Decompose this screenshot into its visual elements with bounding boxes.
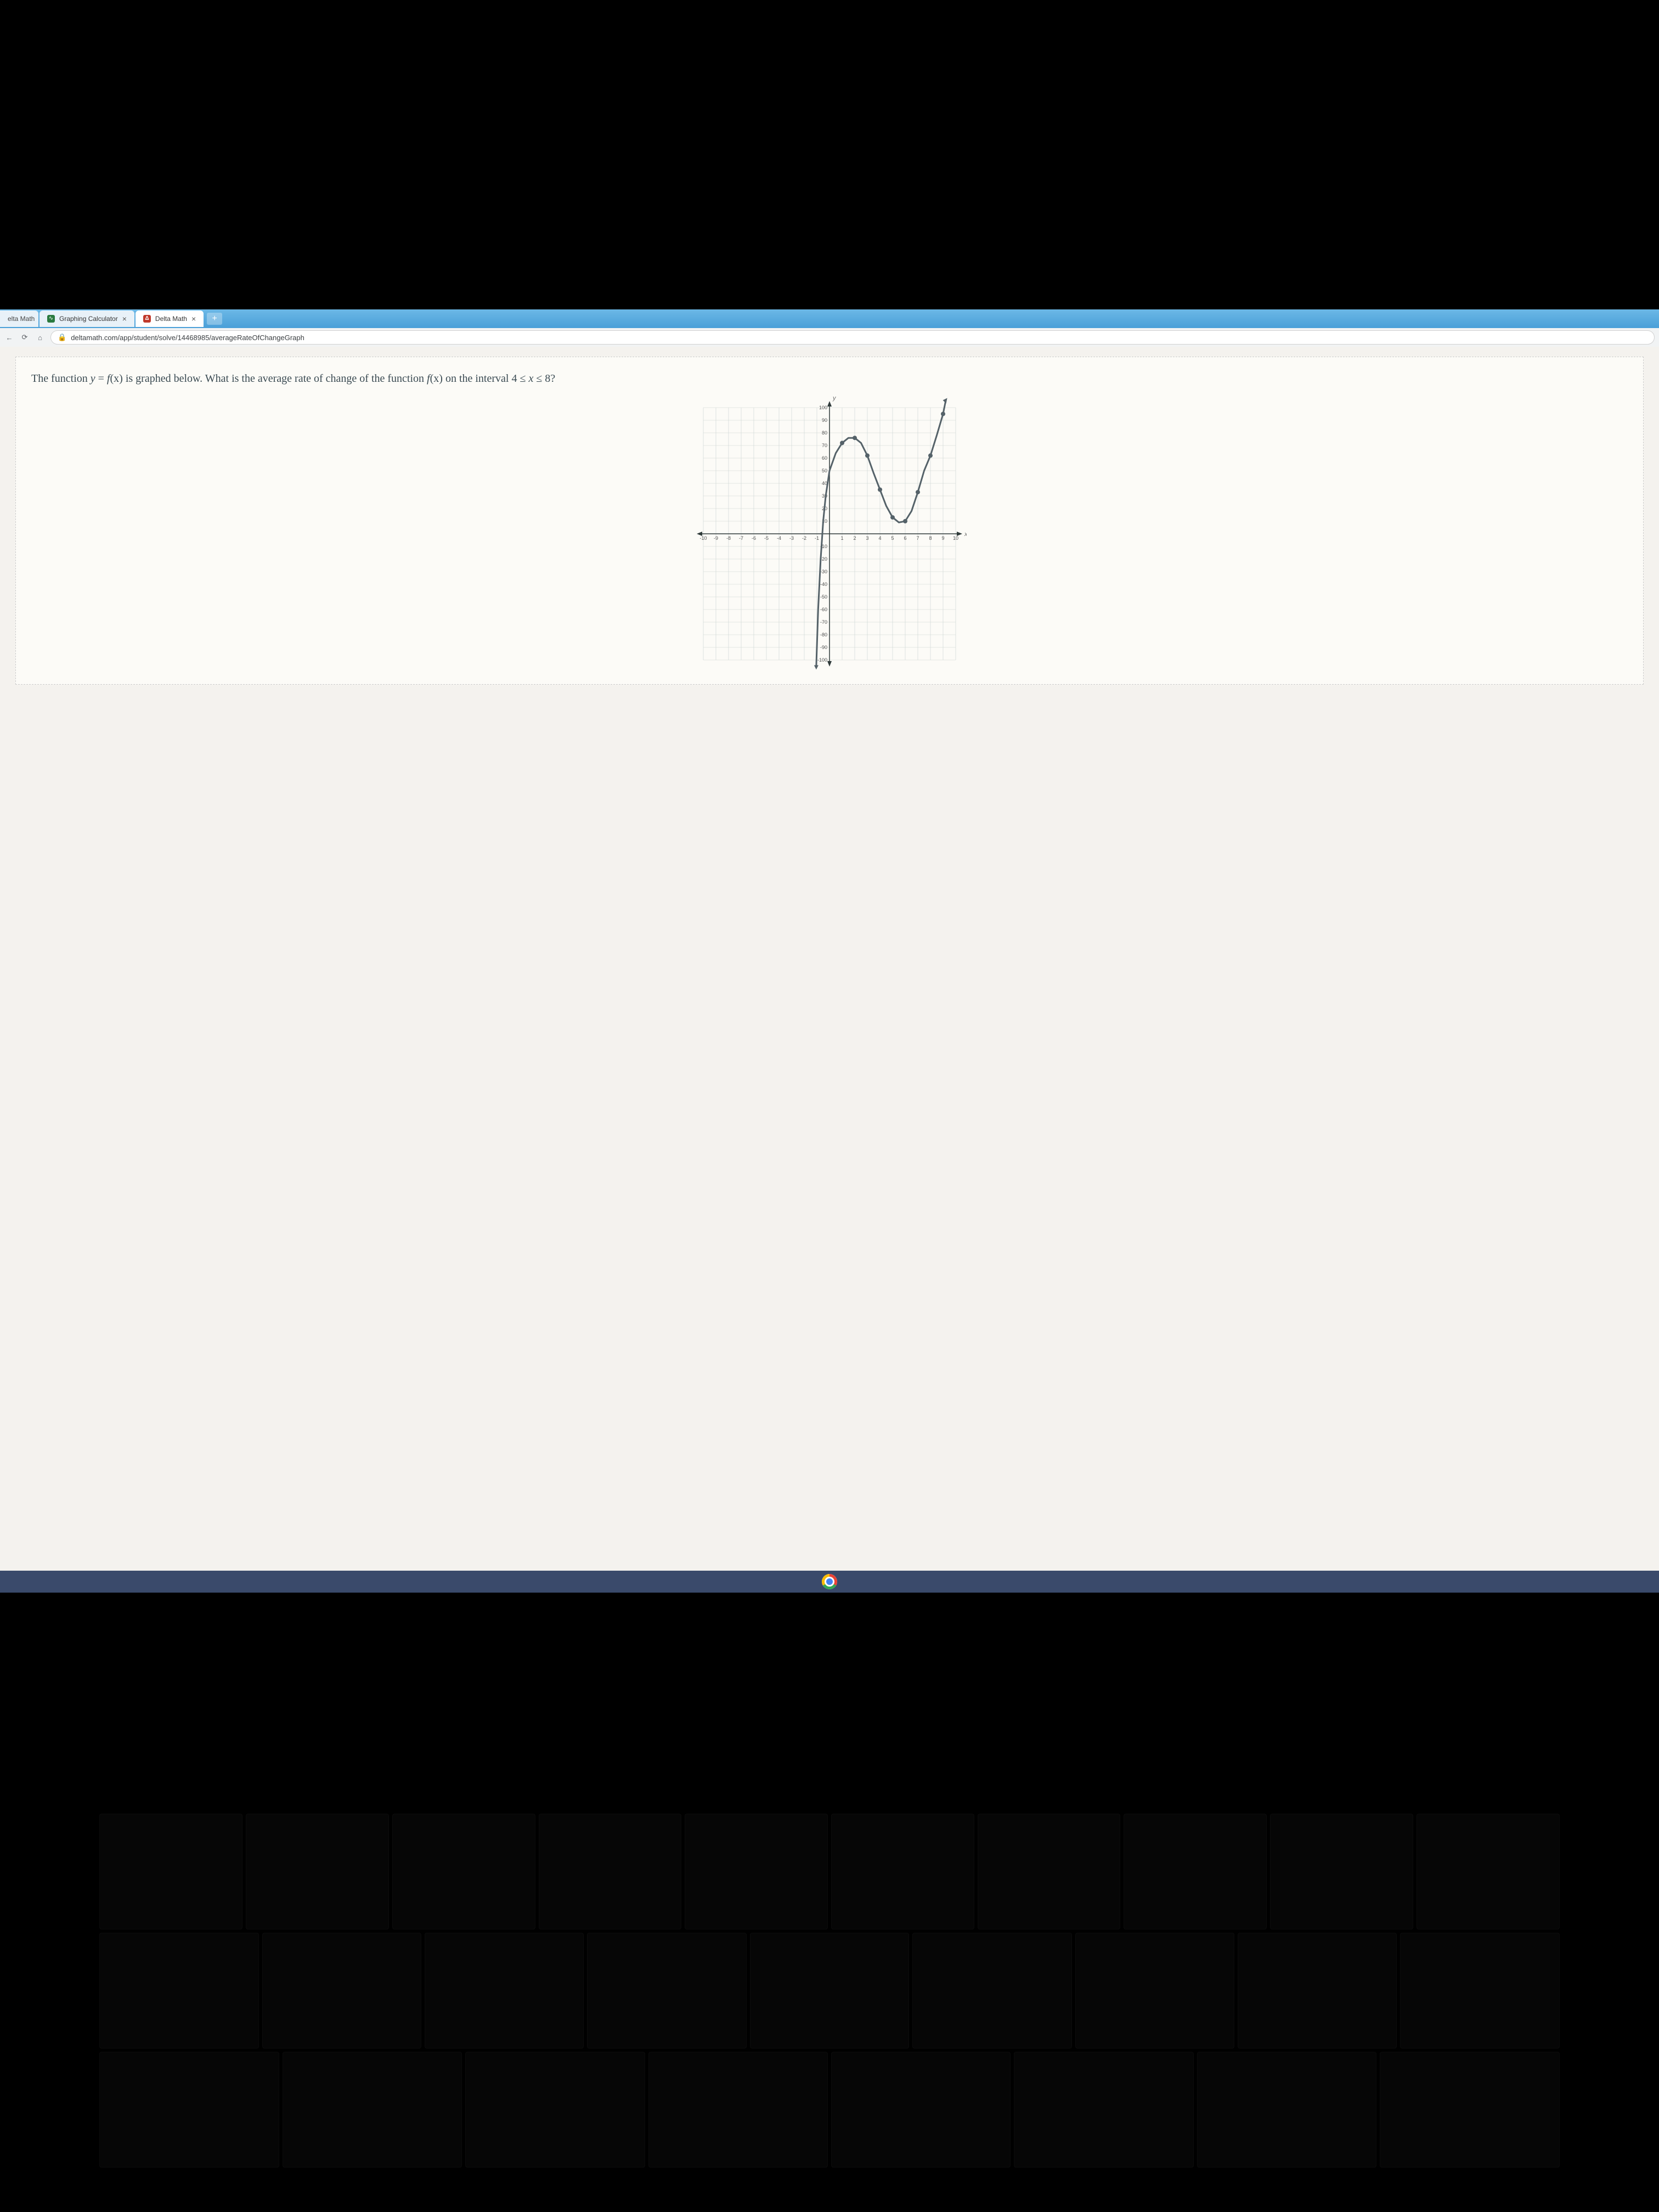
svg-text:6: 6 bbox=[904, 535, 906, 541]
page-content: The function y = f(x) is graphed below. … bbox=[0, 347, 1659, 1571]
desmos-icon: ∿ bbox=[47, 315, 55, 323]
tab-deltamath-truncated[interactable]: elta Math × bbox=[0, 311, 38, 327]
svg-text:10: 10 bbox=[953, 535, 958, 541]
svg-text:-100: -100 bbox=[817, 657, 827, 663]
new-tab-button[interactable]: + bbox=[207, 313, 222, 325]
tab-strip: elta Math × ∿ Graphing Calculator × Δ De… bbox=[0, 309, 1659, 328]
toolbar: ← ⟳ ⌂ 🔒 deltamath.com/app/student/solve/… bbox=[0, 328, 1659, 347]
svg-text:-8: -8 bbox=[726, 535, 731, 541]
tab-graphing-calc[interactable]: ∿ Graphing Calculator × bbox=[40, 311, 134, 327]
tab-label: elta Math bbox=[8, 315, 35, 323]
svg-text:4: 4 bbox=[878, 535, 881, 541]
photo-dark-top bbox=[0, 0, 1659, 309]
q-var-x: x bbox=[528, 373, 533, 385]
laptop-screen: elta Math × ∿ Graphing Calculator × Δ De… bbox=[0, 309, 1659, 1593]
svg-text:9: 9 bbox=[941, 535, 944, 541]
q-seg: is graphed below. What is the average ra… bbox=[123, 373, 427, 385]
svg-text:x: x bbox=[964, 531, 967, 538]
svg-text:8: 8 bbox=[929, 535, 932, 541]
svg-text:2: 2 bbox=[853, 535, 856, 541]
svg-text:-90: -90 bbox=[820, 645, 827, 650]
svg-text:-60: -60 bbox=[820, 607, 827, 612]
q-seg: (x) bbox=[110, 373, 122, 385]
q-seg: on the interval 4 ≤ bbox=[443, 373, 529, 385]
svg-text:-70: -70 bbox=[820, 619, 827, 625]
deltamath-icon: Δ bbox=[143, 315, 151, 323]
svg-text:60: 60 bbox=[822, 455, 827, 461]
question-card: The function y = f(x) is graphed below. … bbox=[15, 357, 1644, 685]
svg-text:-7: -7 bbox=[739, 535, 743, 541]
q-seg: The function bbox=[31, 373, 91, 385]
url-text: deltamath.com/app/student/solve/14468985… bbox=[71, 334, 304, 342]
tab-deltamath-active[interactable]: Δ Delta Math × bbox=[136, 311, 204, 327]
laptop-keyboard bbox=[99, 1814, 1559, 2168]
svg-text:90: 90 bbox=[822, 417, 827, 423]
svg-text:80: 80 bbox=[822, 430, 827, 436]
svg-text:-3: -3 bbox=[789, 535, 794, 541]
svg-text:-9: -9 bbox=[714, 535, 718, 541]
svg-text:50: 50 bbox=[822, 468, 827, 473]
q-var-y: y bbox=[91, 373, 95, 385]
svg-text:-4: -4 bbox=[777, 535, 781, 541]
svg-text:-6: -6 bbox=[752, 535, 756, 541]
question-text: The function y = f(x) is graphed below. … bbox=[31, 370, 1628, 387]
svg-text:-1: -1 bbox=[815, 535, 819, 541]
svg-text:-5: -5 bbox=[764, 535, 769, 541]
reload-icon[interactable]: ⟳ bbox=[20, 332, 30, 342]
svg-text:-40: -40 bbox=[820, 582, 827, 587]
svg-text:1: 1 bbox=[840, 535, 843, 541]
close-icon[interactable]: × bbox=[122, 314, 127, 323]
svg-text:7: 7 bbox=[916, 535, 919, 541]
tab-label: Graphing Calculator bbox=[59, 315, 118, 323]
svg-text:5: 5 bbox=[891, 535, 894, 541]
svg-text:-50: -50 bbox=[820, 594, 827, 600]
back-icon[interactable]: ← bbox=[4, 332, 14, 342]
svg-text:-80: -80 bbox=[820, 632, 827, 637]
lock-icon: 🔒 bbox=[58, 333, 66, 342]
chart-container: -10 -9 -8 -7 -6 -5 -4 -3 -2 -1 1 2 3 4 5 6 7 8 9 10 100 90 80 7… bbox=[31, 397, 1628, 671]
home-icon[interactable]: ⌂ bbox=[35, 332, 45, 342]
chrome-icon[interactable] bbox=[822, 1574, 837, 1589]
q-seg: ≤ 8? bbox=[533, 373, 555, 385]
os-taskbar bbox=[0, 1571, 1659, 1593]
svg-text:-2: -2 bbox=[802, 535, 806, 541]
svg-text:40: 40 bbox=[822, 481, 827, 486]
browser-chrome: elta Math × ∿ Graphing Calculator × Δ De… bbox=[0, 309, 1659, 347]
svg-text:70: 70 bbox=[822, 443, 827, 448]
address-bar[interactable]: 🔒 deltamath.com/app/student/solve/144689… bbox=[50, 330, 1655, 345]
q-seg: = bbox=[95, 373, 107, 385]
svg-text:100: 100 bbox=[819, 405, 827, 410]
q-seg: (x) bbox=[430, 373, 443, 385]
svg-text:-10: -10 bbox=[699, 535, 707, 541]
close-icon[interactable]: × bbox=[191, 314, 196, 323]
svg-text:3: 3 bbox=[866, 535, 868, 541]
tab-label: Delta Math bbox=[155, 315, 187, 323]
function-graph: -10 -9 -8 -7 -6 -5 -4 -3 -2 -1 1 2 3 4 5 6 7 8 9 10 100 90 80 7… bbox=[692, 397, 967, 671]
svg-text:-30: -30 bbox=[820, 569, 827, 574]
